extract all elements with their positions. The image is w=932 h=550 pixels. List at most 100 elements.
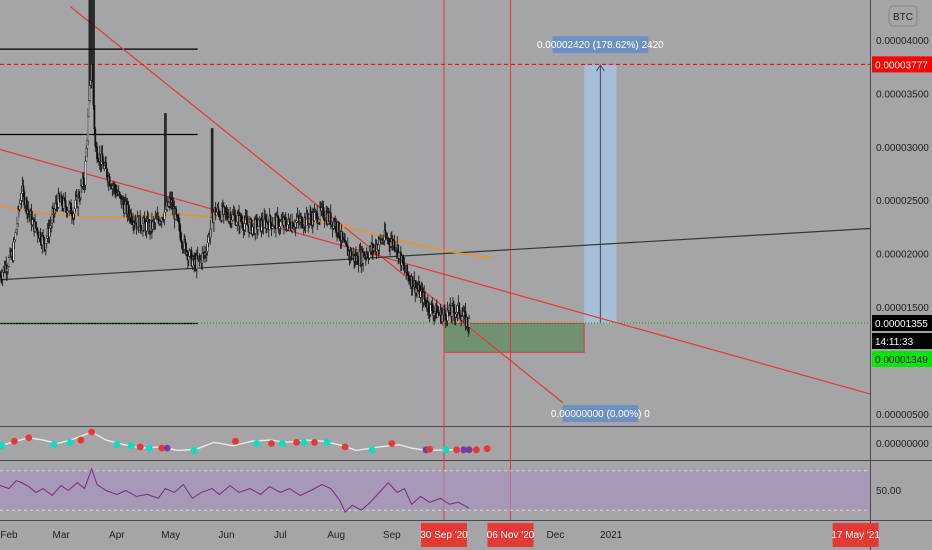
- badges-layer: 0.00003777 0.00001355 14:11:33 0.00001349 30…: [420, 36, 932, 547]
- candle-body: [31, 219, 34, 225]
- date-badge-box-0: [420, 523, 467, 547]
- candle-body: [23, 191, 26, 206]
- candle-body: [103, 165, 106, 169]
- time-axis-label: Aug: [327, 530, 345, 541]
- candle-body: [466, 316, 469, 325]
- candle-body: [393, 240, 396, 250]
- candle-body: [451, 305, 453, 317]
- candle-body: [122, 199, 125, 205]
- candle-body: [377, 244, 380, 251]
- oscillator-dot: [127, 442, 135, 450]
- candle-body: [89, 80, 92, 86]
- time-axis-label: Jun: [218, 530, 234, 541]
- oscillator-dot: [88, 428, 96, 436]
- lower-diagonal-trendline: [0, 148, 871, 395]
- candle-body: [73, 208, 76, 214]
- candle-body: [50, 223, 53, 226]
- candle-body: [224, 207, 227, 213]
- candle-body: [168, 202, 170, 207]
- oscillator-dot: [323, 438, 331, 446]
- price-axis-label: 0.00002000: [876, 250, 929, 261]
- projection-upper-label: 0.00002420 (178.62%) 2420: [537, 40, 664, 51]
- candle-body: [442, 312, 444, 316]
- time-axis-label: May: [161, 530, 180, 541]
- candle-body: [93, 104, 96, 130]
- oscillator-dot: [472, 446, 480, 454]
- price-axis-label: 0.00003000: [876, 143, 929, 154]
- support-price-badge: 0.00001349: [875, 355, 928, 366]
- oscillator-dot: [300, 438, 308, 446]
- candle-body: [243, 223, 246, 231]
- candle-body: [79, 185, 82, 199]
- candle-body: [205, 251, 208, 254]
- candle-body: [402, 262, 405, 265]
- candle-body: [14, 232, 17, 240]
- candle-body: [157, 215, 160, 221]
- candle-body: [39, 232, 42, 242]
- oscillator-line: [0, 431, 470, 452]
- oscillator-dot: [0, 442, 6, 450]
- target-price-badge-box: [872, 56, 932, 73]
- price-axis-label: 0.00000500: [876, 410, 929, 421]
- candle-body: [341, 231, 344, 239]
- candle-body: [130, 212, 133, 222]
- candle-body: [254, 218, 257, 234]
- candle-body: [45, 238, 48, 244]
- oscillator-dot: [293, 438, 300, 446]
- candle-body: [49, 225, 52, 229]
- candle-body: [88, 85, 91, 101]
- buy-zone-box: [443, 323, 585, 353]
- price-axis-label: 0.00002500: [876, 196, 929, 207]
- candle-body: [356, 255, 359, 265]
- candle-body: [58, 193, 61, 200]
- oscillator-dot: [136, 443, 144, 451]
- candle-body: [36, 229, 39, 236]
- oscillator-dot: [268, 440, 275, 447]
- trendlines-layer: [0, 5, 871, 403]
- candle-body: [407, 273, 409, 276]
- candle-body: [279, 221, 282, 227]
- oscillator-dot: [278, 440, 286, 447]
- candle-body: [425, 300, 427, 306]
- oscillator-dot: [465, 446, 473, 454]
- oscillator-dot: [158, 444, 166, 452]
- candle-body: [181, 242, 184, 249]
- candle-body: [108, 176, 111, 186]
- candle-body: [161, 217, 164, 220]
- currency-badge: BTC: [893, 12, 913, 23]
- oscillator-dot: [77, 436, 85, 444]
- candle-body: [269, 215, 272, 223]
- candle-body: [8, 257, 10, 267]
- candle-body: [230, 219, 233, 224]
- candle-body: [236, 215, 239, 223]
- price-layer: [0, 0, 471, 337]
- rsi-pane: [0, 467, 870, 513]
- candle-body: [72, 213, 75, 219]
- oscillator-pane: [0, 428, 491, 454]
- candle-body: [74, 200, 77, 210]
- candle-body: [61, 196, 63, 206]
- candle-body: [261, 220, 264, 227]
- candle-body: [35, 228, 38, 231]
- candle-body: [241, 222, 244, 228]
- candle-body: [64, 200, 67, 208]
- candle-body: [124, 204, 126, 214]
- oscillator-dot: [460, 446, 468, 454]
- candle-body: [175, 208, 178, 215]
- zones-layer: [443, 0, 617, 520]
- candle-body: [51, 214, 54, 224]
- candle-body: [0, 275, 2, 278]
- candle-body: [468, 318, 471, 328]
- oscillator-dot: [253, 440, 261, 447]
- candle-body: [55, 202, 58, 205]
- target-price-badge: 0.00003777: [875, 60, 928, 71]
- date-badge: 30 Sep '20: [420, 530, 468, 541]
- candle-body: [184, 239, 187, 244]
- candle-body: [235, 221, 238, 226]
- candle-body: [441, 314, 444, 323]
- candle-body: [286, 224, 289, 230]
- candle-body: [398, 252, 400, 259]
- candle-body: [423, 292, 426, 300]
